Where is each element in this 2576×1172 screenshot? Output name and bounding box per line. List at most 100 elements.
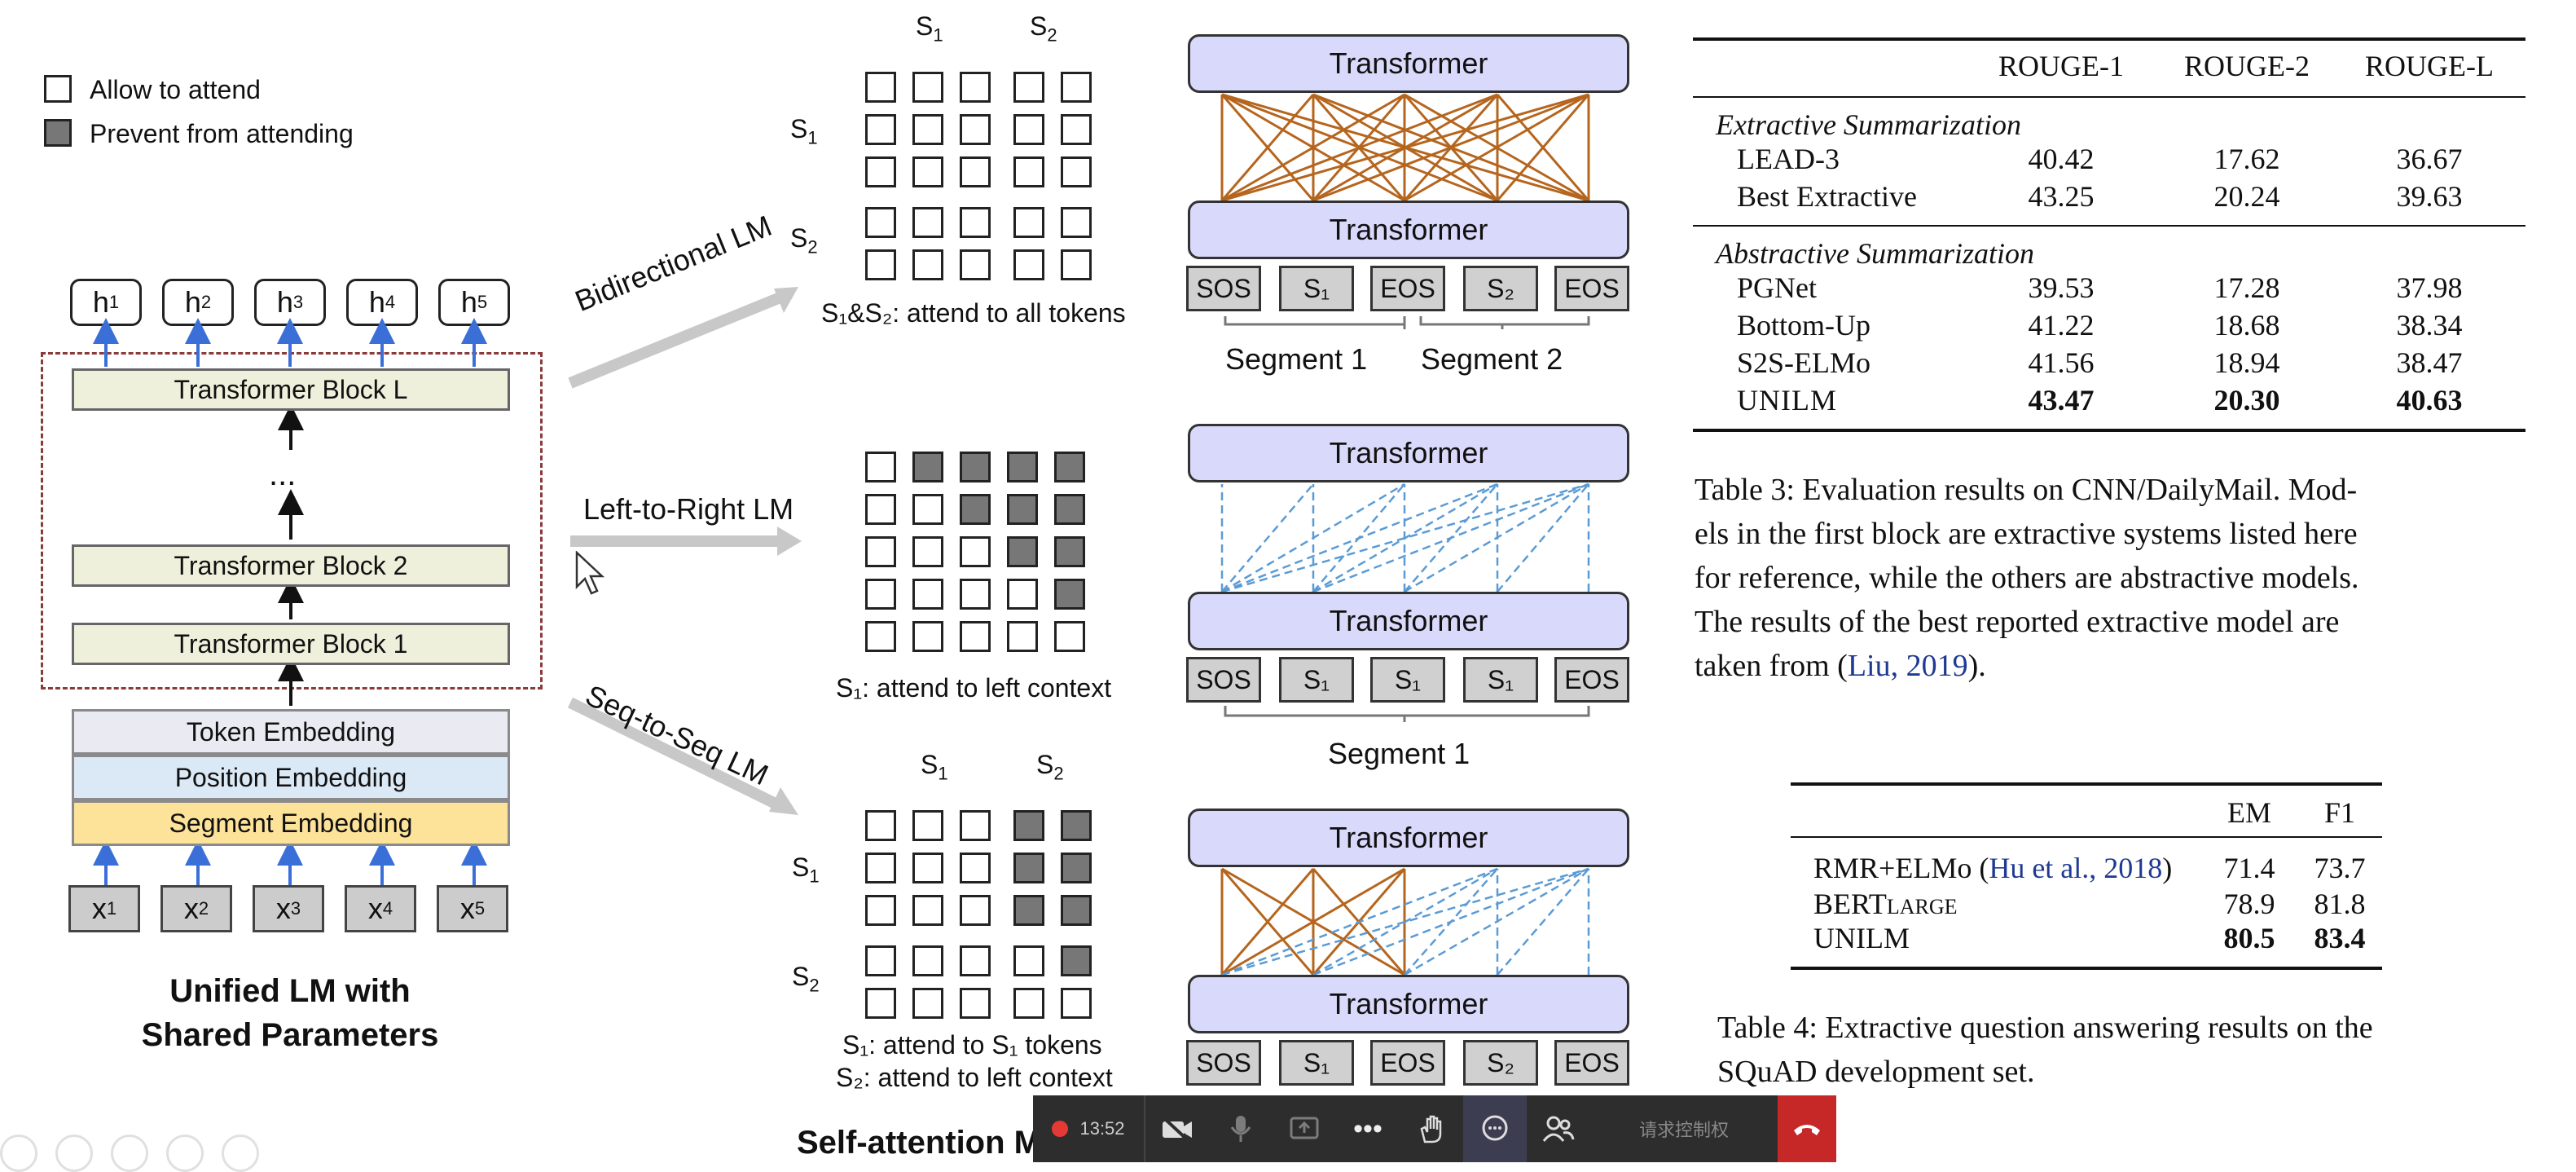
left-to-right-lm-label: Left-to-Right LM	[583, 492, 794, 526]
more-icon: •••	[1353, 1113, 1383, 1144]
table3-cell: 40.63	[2396, 384, 2463, 416]
liu-2019-link[interactable]: Liu, 2019	[1847, 649, 1968, 683]
table3-group-extractive: Extractive Summarization	[1716, 108, 2021, 141]
mouse-cursor-icon	[575, 551, 605, 595]
table3-mid-rule	[1693, 225, 2525, 227]
faded-control-icon[interactable]	[222, 1135, 259, 1172]
table4-rmr-em: 71.4	[2223, 852, 2275, 884]
l2r-transformer-top: Transformer	[1188, 424, 1629, 482]
attention-link	[1221, 867, 1405, 976]
table3-cell: 20.30	[2213, 384, 2280, 416]
table4-row-unilm: UNILM	[1813, 922, 1910, 954]
recording-indicator[interactable]: 13:52	[1033, 1095, 1145, 1162]
mask-cell-allow	[912, 114, 943, 145]
attention-link	[1221, 867, 1498, 976]
mask-cell-allow	[960, 853, 991, 883]
mask-cell-allow	[912, 156, 943, 187]
mask-cell-allow	[912, 810, 943, 841]
mask-cell-allow	[1061, 207, 1092, 238]
table3-cell: 17.62	[2213, 143, 2280, 175]
mask-cell-allow	[960, 579, 991, 610]
allow-legend-label: Allow to attend	[90, 75, 261, 104]
mask-cell-allow	[1013, 72, 1044, 103]
participants-button[interactable]	[1527, 1095, 1590, 1162]
model-arrows	[93, 318, 487, 887]
token-box: S₁	[1463, 657, 1538, 703]
mask-cell-prevent	[1061, 895, 1092, 926]
table3-row-name: LEAD-3	[1737, 143, 1840, 175]
mask-cell-prevent	[1054, 494, 1085, 525]
token-box: SOS	[1186, 266, 1261, 311]
table3-cell: 43.25	[2028, 180, 2095, 213]
mask-cell-prevent	[1061, 945, 1092, 976]
mask-cell-prevent	[960, 452, 991, 482]
bi-segment-2-label: Segment 2	[1421, 342, 1563, 376]
attention-link	[1312, 867, 1589, 976]
mask-cell-allow	[865, 494, 896, 525]
faded-control-icon[interactable]	[111, 1135, 148, 1172]
mask-cell-allow	[912, 494, 943, 525]
mask-cell-allow	[912, 207, 943, 238]
share-screen-button[interactable]	[1273, 1095, 1336, 1162]
share-screen-icon	[1290, 1117, 1319, 1139]
attention-link	[1497, 483, 1589, 593]
token-box: SOS	[1186, 1040, 1261, 1086]
raise-hand-button[interactable]	[1400, 1095, 1463, 1162]
mask-cell-allow	[1061, 156, 1092, 187]
camera-off-button[interactable]	[1145, 1095, 1209, 1162]
mask-cell-allow	[960, 621, 991, 652]
prevent-legend-label: Prevent from attending	[90, 119, 354, 148]
table3-cell: 20.24	[2213, 180, 2280, 213]
table4-bert-f1: 81.8	[2314, 888, 2366, 920]
end-call-button[interactable]	[1778, 1095, 1836, 1162]
attention-link	[1221, 482, 1498, 593]
faded-control-icon[interactable]	[166, 1135, 204, 1172]
mask-cell-allow	[1061, 249, 1092, 280]
mask-cell-allow	[865, 988, 896, 1019]
bi-segment-1-label: Segment 1	[1225, 342, 1368, 376]
faded-control-icon[interactable]	[55, 1135, 93, 1172]
token-box: EOS	[1554, 1040, 1629, 1086]
s2s-row-label-s1: S1	[792, 853, 820, 887]
meeting-toolbar: 13:52 ••• 请求控制权	[1033, 1095, 1836, 1162]
attention-link	[1220, 94, 1315, 201]
mic-button[interactable]	[1209, 1095, 1273, 1162]
allow-legend-swatch	[44, 75, 72, 103]
token-box: EOS	[1554, 266, 1629, 311]
mask-cell-prevent	[1013, 853, 1044, 883]
table3-group-abstractive: Abstractive Summarization	[1716, 237, 2034, 270]
mask-cell-allow	[865, 536, 896, 567]
mask-cell-allow	[912, 945, 943, 976]
table4-row-rmr: RMR+ELMo (Hu et al., 2018)	[1813, 852, 2173, 884]
s2s-transformer-bottom: Transformer	[1188, 975, 1629, 1033]
bi-row-label-s1: S1	[790, 114, 818, 148]
table4-header-rule	[1791, 836, 2382, 838]
mask-cell-prevent	[1054, 536, 1085, 567]
request-control-button[interactable]: 请求控制权	[1638, 1120, 1729, 1140]
table3-bottom-rule	[1693, 429, 2525, 432]
blocks-ellipsis: ...	[269, 456, 297, 492]
token-box: S₂	[1463, 266, 1538, 311]
table3-row-name: Best Extractive	[1737, 180, 1917, 213]
mask-cell-allow	[960, 945, 991, 976]
mask-cell-allow	[960, 895, 991, 926]
mask-cell-allow	[865, 249, 896, 280]
mask-cell-prevent	[960, 494, 991, 525]
table4-unilm-f1: 83.4	[2314, 922, 2366, 954]
attention-link	[1221, 93, 1589, 202]
attention-connections	[1220, 93, 1590, 976]
table3-cell: 18.94	[2213, 346, 2280, 379]
mask-cell-allow	[912, 895, 943, 926]
mask-cell-allow	[912, 988, 943, 1019]
table4-header-f1: F1	[2323, 796, 2356, 829]
table3-row-name: UNILM	[1737, 384, 1837, 416]
more-button[interactable]: •••	[1336, 1095, 1400, 1162]
bi-transformer-bottom: Transformer	[1188, 200, 1629, 259]
hu-2018-link[interactable]: Hu et al., 2018	[1989, 852, 2163, 884]
faded-control-icon[interactable]	[0, 1135, 37, 1172]
chat-button[interactable]	[1463, 1095, 1527, 1162]
attention-link	[1221, 93, 1498, 202]
attention-link	[1496, 94, 1590, 201]
